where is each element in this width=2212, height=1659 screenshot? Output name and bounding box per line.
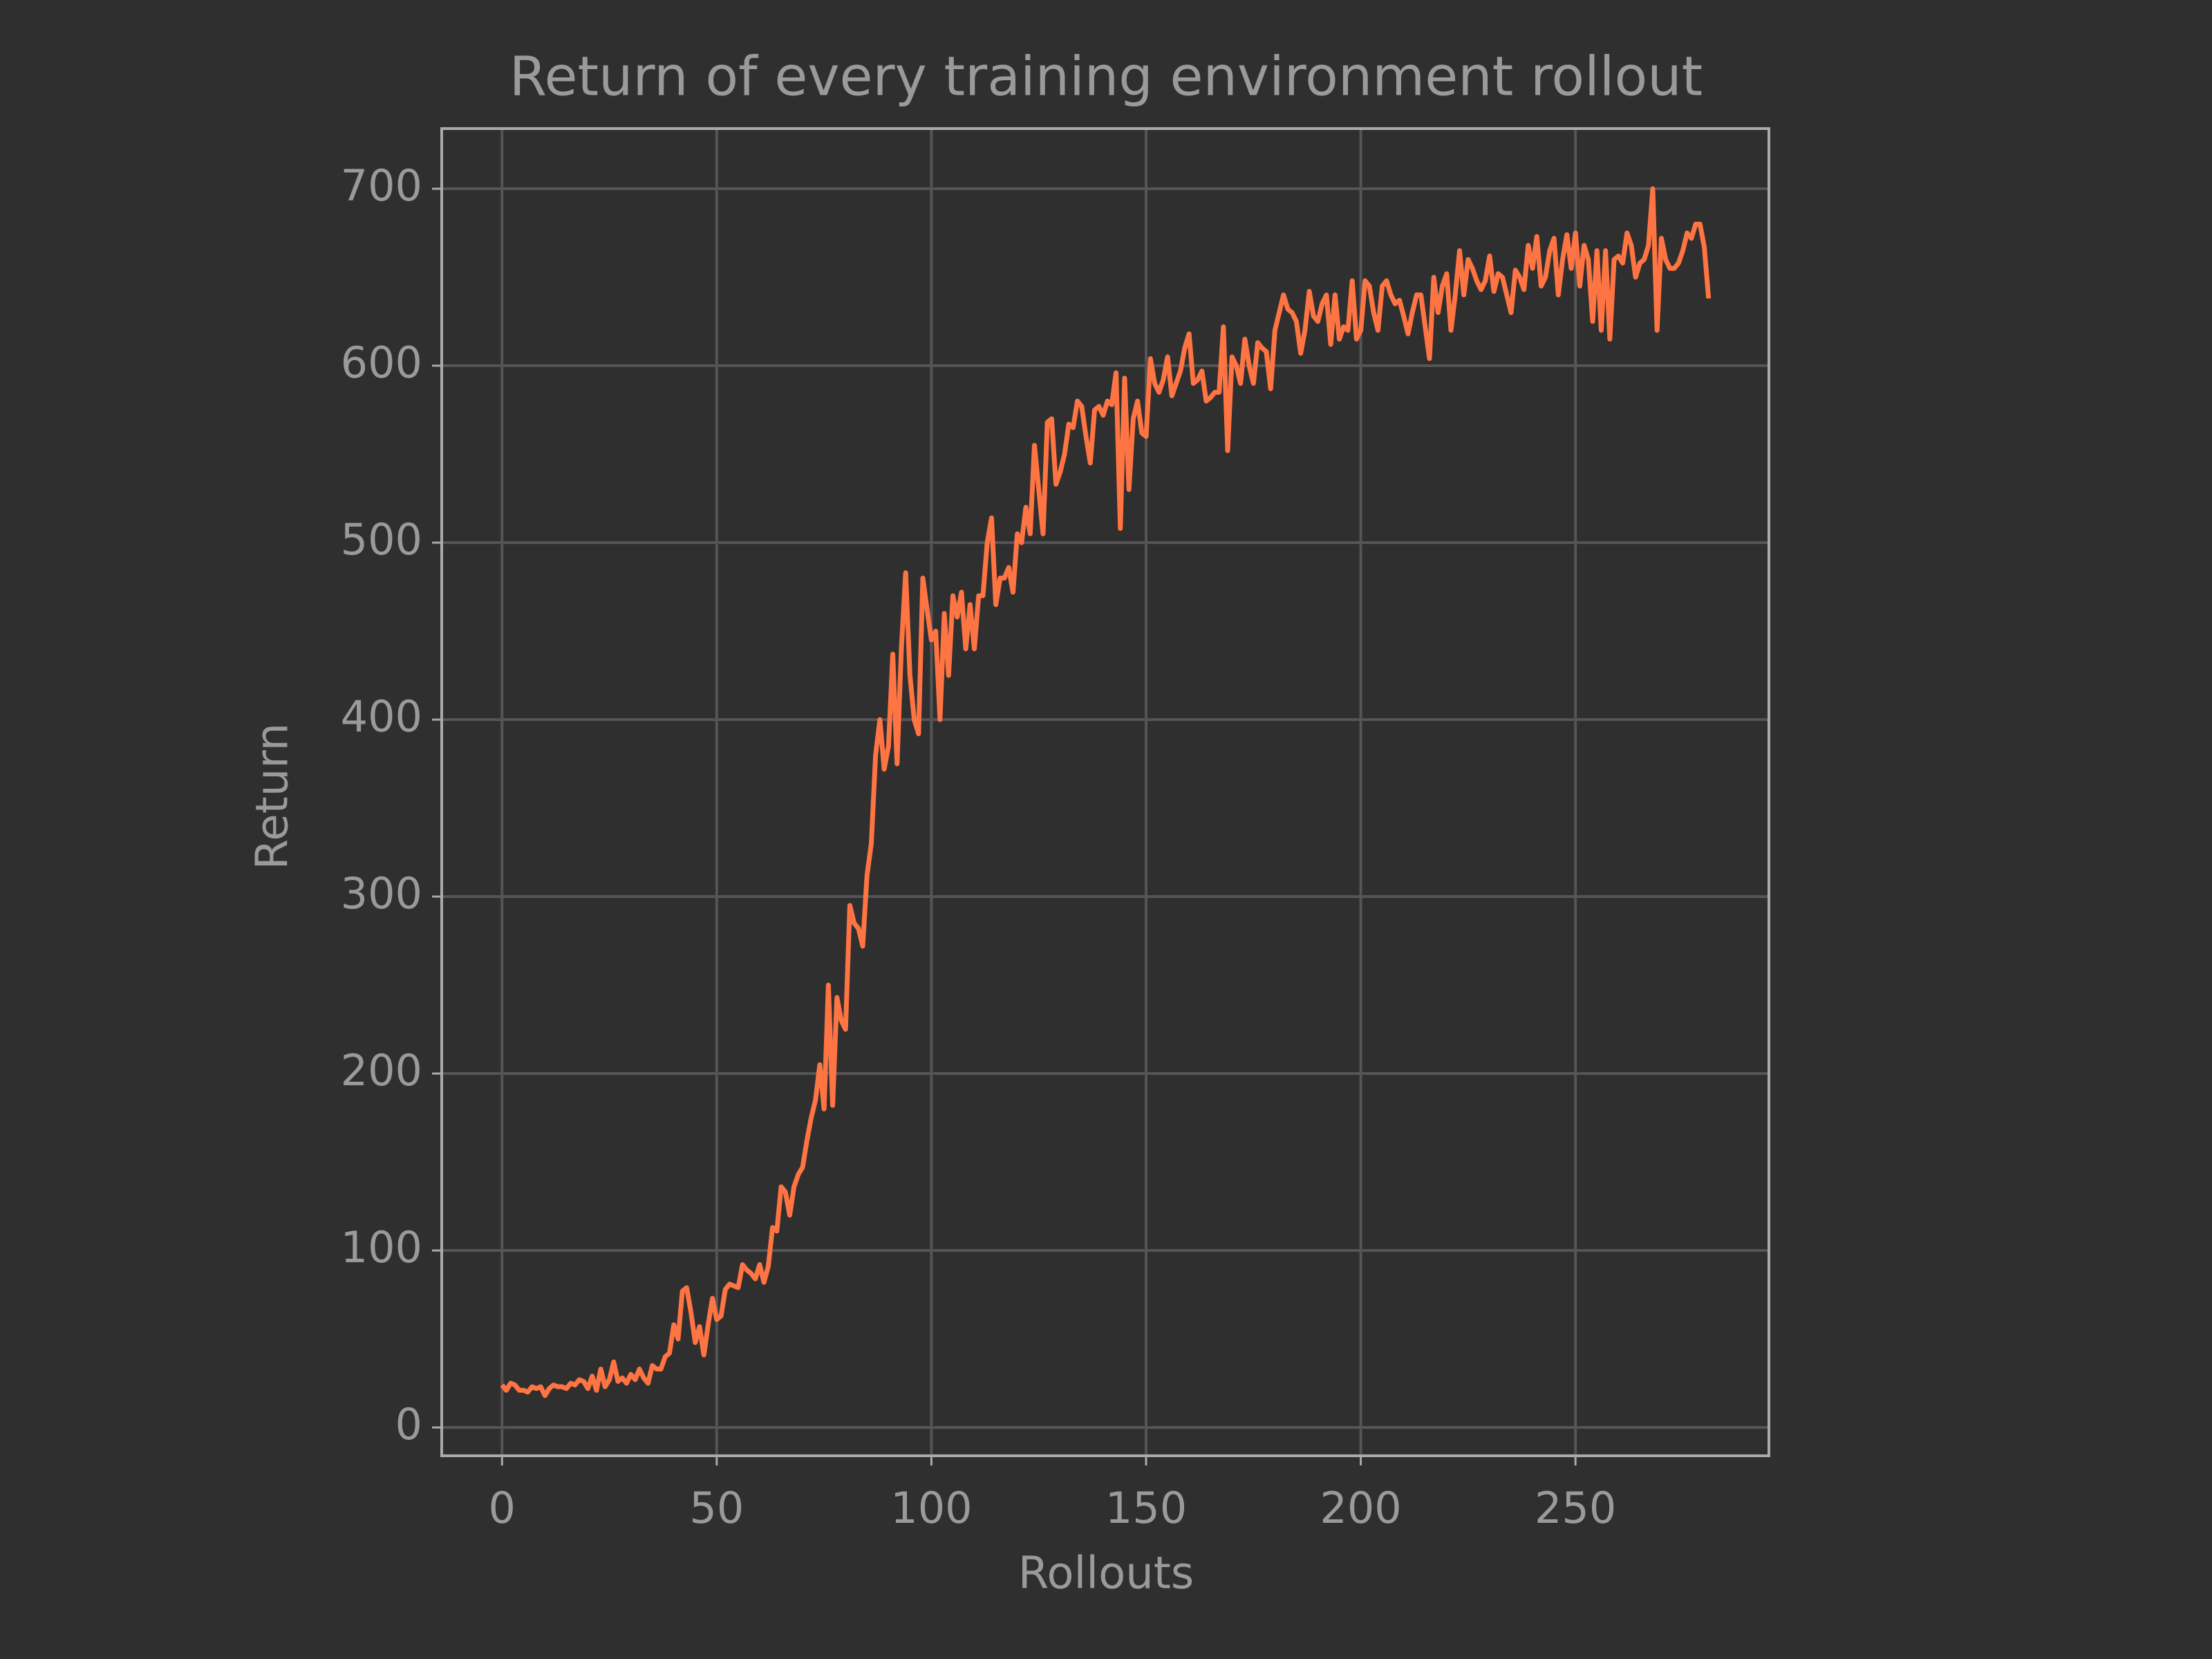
x-tick-label: 150 <box>1105 1483 1187 1533</box>
data-line <box>500 186 1712 1398</box>
y-tick-label: 500 <box>341 514 422 565</box>
x-tick-label: 0 <box>489 1483 516 1533</box>
x-axis-label: Rollouts <box>1018 1548 1194 1600</box>
plot-frame <box>440 127 1770 1457</box>
x-tick-label: 50 <box>689 1483 744 1533</box>
y-tick-label: 100 <box>341 1222 422 1273</box>
y-tick-label: 400 <box>341 691 422 742</box>
chart-title: Return of every training environment rol… <box>509 46 1703 108</box>
x-tick-label: 200 <box>1320 1483 1401 1533</box>
y-tick-label: 200 <box>341 1045 422 1096</box>
y-axis-label: Return <box>247 723 299 870</box>
x-tick-label: 250 <box>1535 1483 1616 1533</box>
y-tick-label: 600 <box>341 337 422 388</box>
y-tick-label: 300 <box>341 868 422 919</box>
x-tick-label: 100 <box>890 1483 972 1533</box>
y-tick-label: 700 <box>341 160 422 211</box>
y-tick-label: 0 <box>395 1399 422 1450</box>
